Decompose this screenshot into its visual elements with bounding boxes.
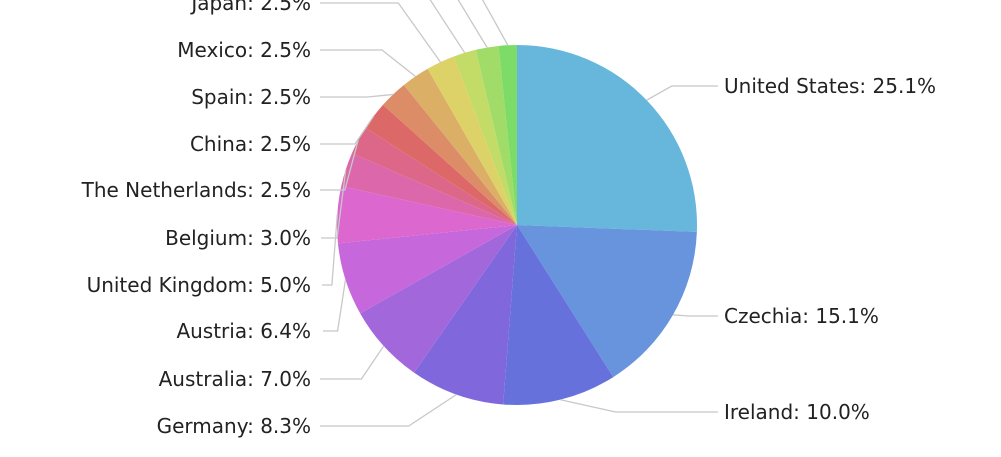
leader-line bbox=[320, 393, 457, 427]
pie-slice[interactable] bbox=[360, 225, 517, 373]
label-leader-lines bbox=[320, 0, 718, 427]
pie-slice[interactable] bbox=[337, 186, 517, 244]
slice-label: United States: 25.1% bbox=[724, 74, 936, 98]
slice-label: The Netherlands: 2.5% bbox=[81, 178, 311, 202]
slice-label: United Kingdom: 5.0% bbox=[87, 273, 311, 297]
slice-label: Germany: 8.3% bbox=[157, 414, 311, 438]
pie-slice[interactable] bbox=[503, 225, 614, 406]
leader-line bbox=[322, 214, 338, 286]
slice-label: Czechia: 15.1% bbox=[724, 304, 879, 328]
pie-slice[interactable] bbox=[414, 225, 517, 405]
slice-label: Australia: 7.0% bbox=[159, 367, 311, 391]
slice-label: Austria: 6.4% bbox=[176, 319, 311, 343]
pie-slice[interactable] bbox=[453, 49, 517, 225]
leader-line bbox=[672, 314, 718, 317]
leader-line bbox=[320, 2, 442, 63]
slice-label: Mexico: 2.5% bbox=[177, 38, 311, 62]
pie-slices bbox=[337, 45, 698, 406]
slice-label: Ireland: 10.0% bbox=[724, 400, 870, 424]
slice-label: China: 2.5% bbox=[190, 132, 311, 156]
leader-line bbox=[320, 93, 394, 98]
pie-slice[interactable] bbox=[337, 225, 517, 314]
slice-label: Japan: 2.5% bbox=[189, 0, 311, 15]
leader-line bbox=[320, 49, 416, 77]
pie-slice[interactable] bbox=[517, 225, 697, 378]
slice-label: Belgium: 3.0% bbox=[165, 226, 311, 250]
leader-line bbox=[321, 169, 347, 239]
pie-slice[interactable] bbox=[365, 104, 517, 225]
leader-line bbox=[320, 345, 385, 380]
pie-slice[interactable] bbox=[517, 45, 698, 232]
leader-line bbox=[320, 115, 375, 145]
pie-slice[interactable] bbox=[498, 45, 517, 225]
pie-slice[interactable] bbox=[382, 84, 517, 226]
slice-labels: United States: 25.1% Czechia: 15.1% Irelan… bbox=[81, 0, 936, 438]
pie-slice[interactable] bbox=[427, 56, 517, 226]
leader-line bbox=[320, 140, 359, 191]
leader-line bbox=[323, 279, 347, 332]
leader-line bbox=[646, 85, 718, 101]
pie-slice[interactable] bbox=[403, 68, 517, 225]
leader-line bbox=[560, 399, 718, 413]
pie-slice[interactable] bbox=[351, 127, 517, 225]
slice-label: Spain: 2.5% bbox=[191, 85, 311, 109]
leader-line bbox=[457, 0, 488, 48]
leader-line bbox=[481, 0, 509, 46]
pie-slice[interactable] bbox=[475, 45, 517, 226]
pie-slice[interactable] bbox=[341, 153, 517, 225]
leader-line bbox=[429, 0, 466, 54]
